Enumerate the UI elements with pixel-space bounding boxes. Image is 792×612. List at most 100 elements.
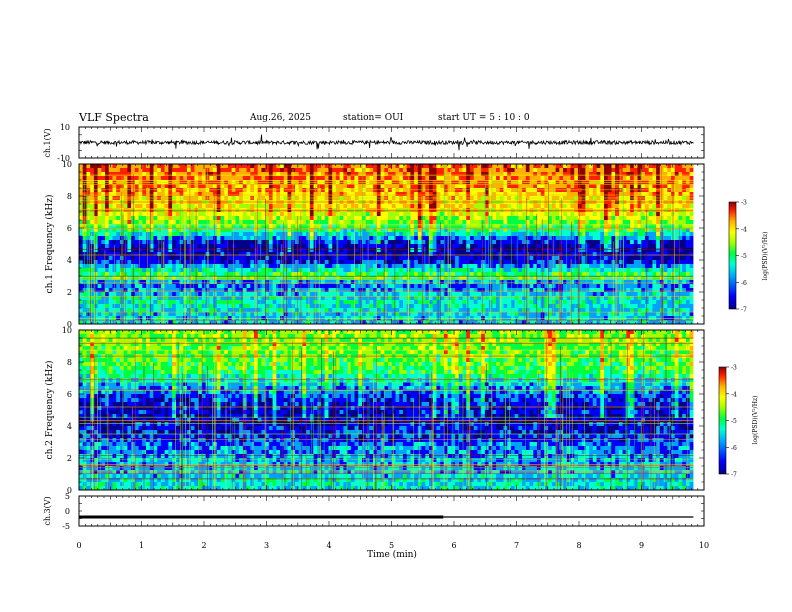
spectrogram-cell xyxy=(250,192,255,197)
spectrogram-cell xyxy=(410,296,415,301)
spectrogram-cell xyxy=(101,208,106,213)
spectrogram-cell xyxy=(101,224,106,229)
spectrogram-cell xyxy=(443,168,449,173)
spectrogram-cell xyxy=(261,172,266,177)
spectrogram-cell xyxy=(358,288,363,293)
spectrogram-cell xyxy=(365,308,370,313)
spectrogram-cell xyxy=(280,272,285,277)
spectrogram-cell xyxy=(358,188,363,193)
spectrogram-cell xyxy=(309,256,314,261)
spectrogram-cell xyxy=(436,248,441,253)
spectrogram-cell xyxy=(328,224,333,229)
spectrogram-cell xyxy=(287,236,292,241)
spectrogram-cell xyxy=(172,188,177,193)
spectrogram-cell xyxy=(522,192,527,197)
spectrogram-cell xyxy=(481,208,486,213)
spectrogram-cell xyxy=(425,184,430,189)
spectrogram-cell xyxy=(209,164,214,169)
spectrogram-cell xyxy=(421,248,426,253)
spectrogram-cell xyxy=(287,228,292,233)
spectrogram-cell xyxy=(514,264,519,269)
spectrogram-cell xyxy=(436,276,441,281)
spectrogram-cell xyxy=(440,216,445,221)
spectrogram-cell xyxy=(361,312,367,317)
spectrogram-cell xyxy=(324,224,329,229)
spectrogram-cell xyxy=(462,260,467,265)
spectrogram-cell xyxy=(324,240,329,245)
spectrogram-cell xyxy=(365,272,370,277)
spectrogram-cell xyxy=(469,212,475,217)
spectrogram-cell xyxy=(194,188,199,193)
spectrogram-cell xyxy=(365,300,370,305)
spectrogram-cell xyxy=(172,312,177,317)
spectrogram-cell xyxy=(481,308,486,313)
spectrogram-cell xyxy=(421,252,426,257)
spectrogram-cell xyxy=(198,236,203,241)
spectrogram-cell xyxy=(451,248,456,253)
spectrogram-cell xyxy=(235,272,240,277)
spectrogram-cell xyxy=(302,220,307,225)
spectrogram-cell xyxy=(175,216,180,221)
spectrogram-cell xyxy=(291,164,296,169)
spectrogram-cell xyxy=(134,168,139,173)
spectrogram-cell xyxy=(447,260,452,265)
spectrogram-cell xyxy=(455,228,460,233)
spectrogram-cell xyxy=(432,248,437,253)
spectrogram-cell xyxy=(488,168,493,173)
spectrogram-cell xyxy=(220,288,225,293)
spectrogram-cell xyxy=(443,252,449,257)
spectrogram-cell xyxy=(354,276,359,281)
spectrogram-cell xyxy=(224,220,229,225)
spectrogram-cell xyxy=(153,168,158,173)
spectrogram-cell xyxy=(503,248,508,253)
spectrogram-cell xyxy=(473,244,478,249)
spectrogram-cell xyxy=(384,212,389,217)
spectrogram-cell xyxy=(198,212,203,217)
spectrogram-cell xyxy=(302,176,307,181)
spectrogram-cell xyxy=(384,288,389,293)
spectrogram-cell xyxy=(447,212,452,217)
spectrogram-cell xyxy=(209,184,214,189)
spectrogram-cell xyxy=(272,268,277,273)
spectrogram-cell xyxy=(79,320,84,325)
spectrogram-cell xyxy=(421,292,426,297)
spectrogram-cell xyxy=(280,236,285,241)
spectrogram-cell xyxy=(365,240,370,245)
spectrogram-cell xyxy=(239,308,244,313)
spectrogram-cell xyxy=(399,300,404,305)
spectrogram-cell xyxy=(328,260,333,265)
spectrogram-cell xyxy=(186,284,192,289)
spectrogram-cell xyxy=(466,272,471,277)
spectrogram-cell xyxy=(272,232,277,237)
spectrogram-cell xyxy=(268,252,274,257)
spectrogram-cell xyxy=(198,188,203,193)
spectrogram-cell xyxy=(376,212,381,217)
spectrogram-cell xyxy=(503,192,508,197)
spectrogram-cell xyxy=(388,272,393,277)
spectrogram-cell xyxy=(321,276,326,281)
spectrogram-cell xyxy=(90,192,95,197)
spectrogram-cell xyxy=(373,192,378,197)
spectrogram-cell xyxy=(201,224,206,229)
spectrogram-cell xyxy=(339,264,344,269)
spectrogram-cell xyxy=(198,192,203,197)
spectrogram-cell xyxy=(481,312,486,317)
spectrogram-cell xyxy=(309,280,314,285)
spectrogram-cell xyxy=(376,184,381,189)
spectrogram-cell xyxy=(462,228,467,233)
spectrogram-cell xyxy=(425,288,430,293)
spectrogram-cell xyxy=(309,232,314,237)
spectrogram-cell xyxy=(510,184,516,189)
spectrogram-cell xyxy=(354,232,359,237)
spectrogram-cell xyxy=(402,296,408,301)
spectrogram-cell xyxy=(246,284,251,289)
spectrogram-cell xyxy=(376,268,381,273)
spectrogram-cell xyxy=(242,176,247,181)
spectrogram-cell xyxy=(455,296,460,301)
spectrogram-cell xyxy=(328,312,333,317)
spectrogram-cell xyxy=(481,164,486,169)
spectrogram-cell xyxy=(462,268,467,273)
spectrogram-cell xyxy=(280,224,285,229)
spectrogram-cell xyxy=(168,264,173,269)
